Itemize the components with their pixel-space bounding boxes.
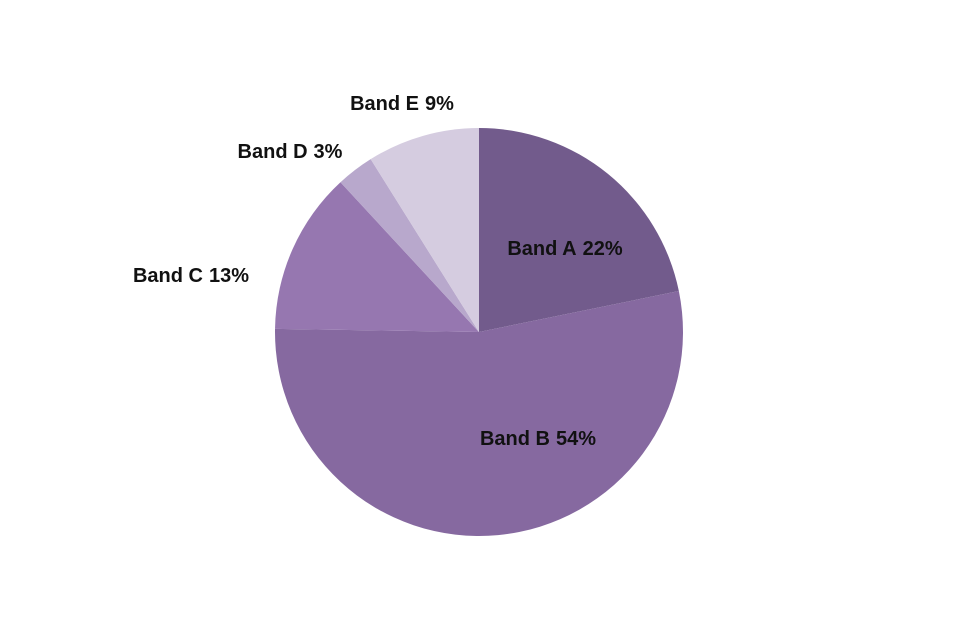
slice-label: Band A 22% xyxy=(507,238,623,260)
value-label: 13% xyxy=(209,265,249,287)
slice-label: Band B 54% xyxy=(480,428,596,450)
category-label: Band E xyxy=(350,93,419,115)
pie-slice xyxy=(275,182,479,332)
pie-slice xyxy=(479,128,679,332)
pie-slice xyxy=(370,128,479,332)
category-label: Band C xyxy=(133,265,203,287)
value-label: 3% xyxy=(314,141,343,163)
category-label: Band D xyxy=(238,141,308,163)
value-label: 9% xyxy=(425,93,454,115)
pie-slice xyxy=(340,159,479,332)
slice-label: Band C 13% xyxy=(133,265,249,287)
category-label: Band B xyxy=(480,428,550,450)
category-label: Band A xyxy=(507,238,576,260)
pie-slice xyxy=(275,291,684,536)
slice-label: Band E 9% xyxy=(350,93,454,115)
value-label: 22% xyxy=(583,238,623,260)
slice-label: Band D 3% xyxy=(238,141,343,163)
value-label: 54% xyxy=(556,428,596,450)
